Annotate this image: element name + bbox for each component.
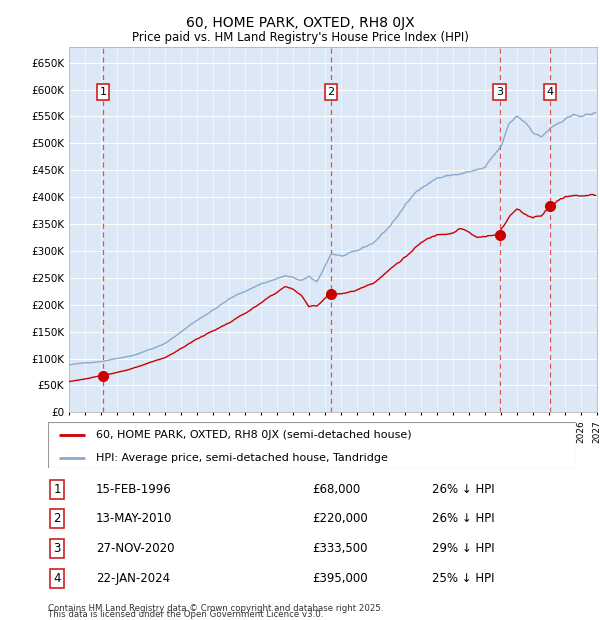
Text: 26% ↓ HPI: 26% ↓ HPI	[432, 513, 494, 525]
Text: £68,000: £68,000	[312, 483, 360, 495]
Text: This data is licensed under the Open Government Licence v3.0.: This data is licensed under the Open Gov…	[48, 610, 323, 619]
Text: 15-FEB-1996: 15-FEB-1996	[96, 483, 172, 495]
Text: £220,000: £220,000	[312, 513, 368, 525]
Text: Contains HM Land Registry data © Crown copyright and database right 2025.: Contains HM Land Registry data © Crown c…	[48, 603, 383, 613]
Text: HPI: Average price, semi-detached house, Tandridge: HPI: Average price, semi-detached house,…	[95, 453, 388, 463]
Text: 26% ↓ HPI: 26% ↓ HPI	[432, 483, 494, 495]
Text: 1: 1	[100, 87, 106, 97]
Text: Price paid vs. HM Land Registry's House Price Index (HPI): Price paid vs. HM Land Registry's House …	[131, 31, 469, 44]
Text: 60, HOME PARK, OXTED, RH8 0JX: 60, HOME PARK, OXTED, RH8 0JX	[185, 16, 415, 30]
Text: 2: 2	[328, 87, 334, 97]
Text: £395,000: £395,000	[312, 572, 368, 585]
Text: 29% ↓ HPI: 29% ↓ HPI	[432, 542, 494, 555]
Text: 4: 4	[53, 572, 61, 585]
Text: 2: 2	[53, 513, 61, 525]
Text: £333,500: £333,500	[312, 542, 367, 555]
Text: 1: 1	[53, 483, 61, 495]
Text: 4: 4	[547, 87, 554, 97]
Text: 22-JAN-2024: 22-JAN-2024	[96, 572, 170, 585]
Text: 3: 3	[496, 87, 503, 97]
Text: 27-NOV-2020: 27-NOV-2020	[96, 542, 175, 555]
Text: 3: 3	[53, 542, 61, 555]
Text: 60, HOME PARK, OXTED, RH8 0JX (semi-detached house): 60, HOME PARK, OXTED, RH8 0JX (semi-deta…	[95, 430, 411, 440]
Text: 13-MAY-2010: 13-MAY-2010	[96, 513, 172, 525]
Text: 25% ↓ HPI: 25% ↓ HPI	[432, 572, 494, 585]
